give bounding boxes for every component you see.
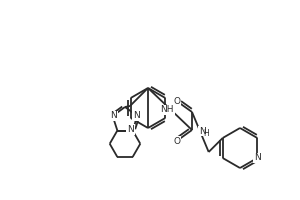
Text: NH: NH	[160, 106, 174, 114]
Text: N: N	[110, 111, 117, 120]
Text: N: N	[254, 154, 261, 162]
Text: N: N	[127, 125, 134, 134]
Text: N: N	[133, 111, 140, 120]
Text: N: N	[199, 127, 206, 136]
Text: O: O	[173, 97, 181, 106]
Text: H: H	[203, 130, 209, 138]
Text: O: O	[173, 136, 181, 146]
